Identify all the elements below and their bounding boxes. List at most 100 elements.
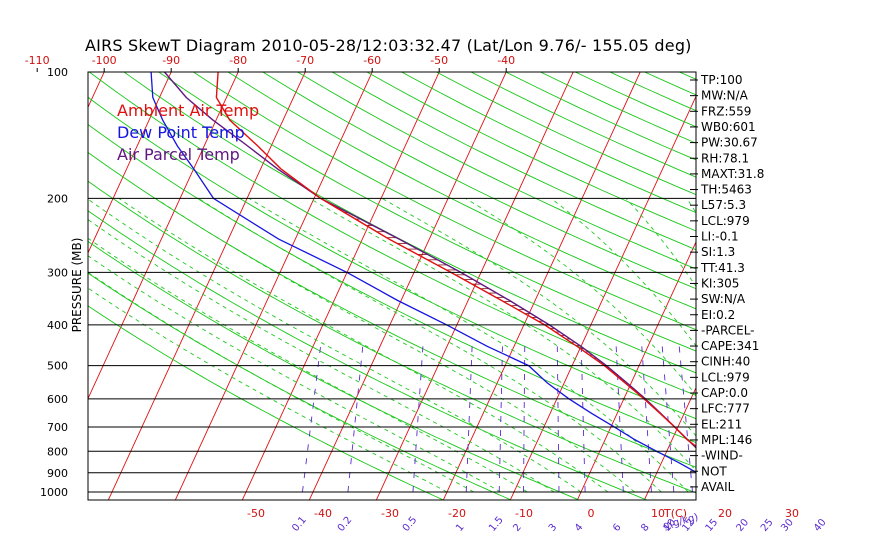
mixing-ratio-tick-label: 0.1: [290, 515, 309, 534]
isotherm-line: [0, 53, 46, 501]
index-label: LFC:777: [701, 402, 750, 416]
index-label: TH:5463: [700, 183, 752, 197]
mixing-ratio-line: [799, 346, 825, 492]
index-label: -WIND-: [701, 449, 743, 463]
moist-adiabat-line: [118, 198, 609, 493]
mixing-ratio-line: [347, 346, 364, 493]
top-temp-tick-label: -90: [162, 54, 180, 67]
legend-item-parcel: Air Parcel Temp: [117, 145, 240, 164]
top-temp-tick-label: -40: [497, 54, 515, 67]
mixing-ratio-line: [641, 346, 652, 493]
mixing-ratio-line: [412, 346, 424, 493]
pressure-tick-label: 300: [47, 266, 68, 279]
dew-point-profile-line: [150, 72, 696, 473]
mixing-ratio-tick-label: 0.2: [336, 515, 355, 534]
index-label: EL:211: [701, 417, 742, 431]
moist-adiabat-line: [88, 219, 555, 493]
index-label: MPL:146: [701, 433, 752, 447]
index-label: PW:30.67: [701, 136, 758, 150]
top-temp-tick-label: -50: [430, 54, 448, 67]
mixing-ratio-line: [523, 346, 526, 493]
bottom-temp-tick-label: -10: [515, 507, 533, 520]
pressure-tick-label: 500: [47, 360, 68, 373]
isotherm-line: [509, 95, 696, 500]
top-temp-tick-label: -110: [25, 54, 50, 67]
legend-item-ambient: Ambient Air Temp: [117, 101, 259, 120]
pressure-tick-label: 800: [47, 445, 68, 458]
bottom-temp-tick-label: -20: [448, 507, 466, 520]
moist-adiabat-line: [198, 198, 662, 493]
pressure-tick-label: 1000: [40, 486, 68, 499]
dry-adiabat-line: [88, 305, 445, 500]
isotherm-line: [576, 240, 696, 500]
mixing-ratio-tick-label: 4: [573, 522, 586, 534]
mixing-ratio-tick-label: 8: [639, 522, 652, 534]
dry-adiabat-line: [227, 72, 696, 310]
isotherm-line: [643, 386, 696, 500]
isotherm-line: [845, 53, 870, 501]
legend-item-dewpoint: Dew Point Temp: [117, 123, 245, 142]
mixing-ratio-line: [661, 346, 675, 493]
top-temp-tick-label: -80: [229, 54, 247, 67]
moist-adiabat-line: [88, 271, 475, 493]
dry-adiabat-line: [88, 72, 696, 396]
mixing-ratio-tick-label: 2: [511, 522, 524, 534]
moist-adiabat-line: [465, 198, 696, 396]
bottom-axis-label: T(C): [663, 507, 687, 520]
pressure-tick-label: 100: [47, 66, 68, 79]
mixing-ratio-tick-label: 0.5: [401, 515, 420, 534]
dry-adiabat-line: [192, 72, 696, 331]
dry-adiabat-line: [88, 240, 581, 500]
index-label: RH:78.1: [701, 151, 749, 165]
index-label: MAXT:31.8: [701, 167, 764, 181]
index-label: LCL:979: [701, 214, 750, 228]
isotherm-line: [308, 72, 507, 500]
isotherm-line: [88, 72, 239, 400]
mixing-ratio-tick-label: 25: [759, 517, 776, 534]
moist-adiabat-line: [88, 198, 582, 493]
mixing-ratio-tick-label: 1.5: [487, 515, 506, 534]
index-label: MW:N/A: [701, 89, 749, 103]
index-label: KI:305: [701, 276, 739, 290]
mixing-ratio-tick-label: 40: [812, 517, 829, 534]
mixing-ratio-line: [678, 346, 693, 493]
mixing-ratio-line: [498, 346, 503, 493]
bottom-temp-tick-label: 20: [718, 507, 732, 520]
bottom-temp-tick-label: 10: [651, 507, 665, 520]
index-label: AVAIL: [701, 480, 735, 494]
mixing-ratio-line: [615, 346, 624, 493]
bottom-temp-tick-label: -50: [247, 507, 265, 520]
index-label: SW:N/A: [701, 292, 746, 306]
dry-adiabat-line: [88, 210, 649, 500]
index-label: NOT: [701, 464, 727, 478]
index-label: TT:41.3: [700, 261, 745, 275]
dry-adiabat-line: [88, 123, 696, 444]
y-axis-label: PRESSURE (MB): [70, 238, 84, 333]
mixing-ratio-tick-label: 3: [547, 522, 560, 534]
mixing-ratio-line: [751, 346, 771, 492]
dry-adiabat-line: [261, 72, 696, 290]
isotherm-line: [241, 72, 440, 500]
air-parcel-profile-line: [163, 72, 696, 449]
index-label: EI:0.2: [701, 308, 735, 322]
mixing-ratio-line: [465, 346, 473, 493]
index-label: CAPE:341: [701, 339, 759, 353]
dry-adiabat-line: [365, 72, 696, 232]
moist-adiabat-line: [88, 237, 528, 493]
index-label: CINH:40: [701, 355, 750, 369]
mixing-ratio-line: [556, 346, 560, 493]
top-temp-tick-label: -60: [363, 54, 381, 67]
dry-adiabat-line: [470, 72, 696, 178]
top-temp-tick-label: -100: [92, 54, 117, 67]
pressure-tick-label: 700: [47, 421, 68, 434]
pressure-tick-label: 900: [47, 467, 68, 480]
isotherm-line: [88, 72, 172, 254]
pressure-tick-label: 400: [47, 319, 68, 332]
bottom-temp-tick-label: 0: [588, 507, 595, 520]
dry-adiabat-line: [88, 151, 696, 468]
dry-adiabat-line: [88, 180, 696, 494]
index-label: L57:5.3: [701, 198, 746, 212]
dry-adiabat-line: [296, 72, 696, 270]
top-temp-tick-label: -70: [296, 54, 314, 67]
